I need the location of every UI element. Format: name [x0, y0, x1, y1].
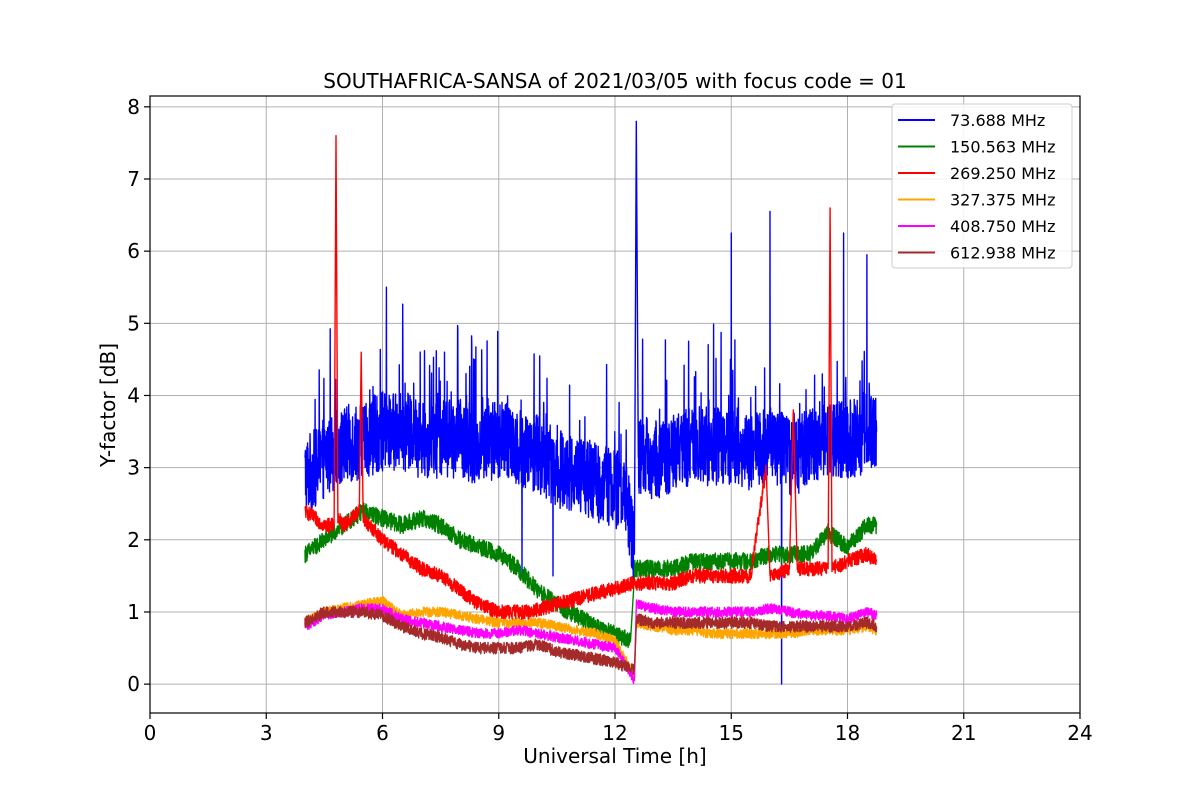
x-tick-label: 24: [1067, 721, 1092, 745]
legend-frame: [891, 103, 1073, 269]
y-tick-label: 6: [127, 239, 140, 263]
y-tick-label: 5: [127, 311, 140, 335]
y-tick-label: 3: [127, 456, 140, 480]
legend-label: 612.938 MHz: [950, 244, 1055, 263]
y-tick-label: 2: [127, 528, 140, 552]
legend-label: 150.563 MHz: [950, 138, 1055, 157]
series-line: [304, 120, 878, 685]
x-axis-label: Universal Time [h]: [523, 744, 706, 768]
legend-label: 408.750 MHz: [950, 217, 1055, 236]
legend-label: 327.375 MHz: [950, 191, 1055, 210]
y-tick-label: 0: [127, 672, 140, 696]
chart-title: SOUTHAFRICA-SANSA of 2021/03/05 with foc…: [323, 69, 907, 93]
y-tick-label: 7: [127, 167, 140, 191]
legend-label: 269.250 MHz: [950, 164, 1055, 183]
y-tick-label: 1: [127, 600, 140, 624]
x-tick-label: 18: [835, 721, 860, 745]
series-line: [304, 502, 878, 649]
x-tick-label: 12: [602, 721, 627, 745]
x-tick-label: 0: [144, 721, 157, 745]
y-tick-label: 4: [127, 383, 140, 407]
y-axis-label: Y-factor [dB]: [96, 343, 120, 468]
series-line: [304, 595, 878, 681]
series-layer: [304, 120, 878, 685]
legend-label: 73.688 MHz: [950, 111, 1045, 130]
x-tick-label: 9: [492, 721, 505, 745]
x-tick-label: 3: [260, 721, 273, 745]
x-tick-label: 6: [376, 721, 389, 745]
x-tick-label: 15: [719, 721, 744, 745]
x-tick-label: 21: [951, 721, 976, 745]
series-line: [304, 605, 878, 675]
series-line: [304, 135, 878, 620]
series-line: [304, 599, 878, 685]
legend: 73.688 MHz 150.563 MHz 269.250 MHz 327.375 …: [891, 103, 1073, 269]
y-tick-label: 8: [127, 95, 140, 119]
